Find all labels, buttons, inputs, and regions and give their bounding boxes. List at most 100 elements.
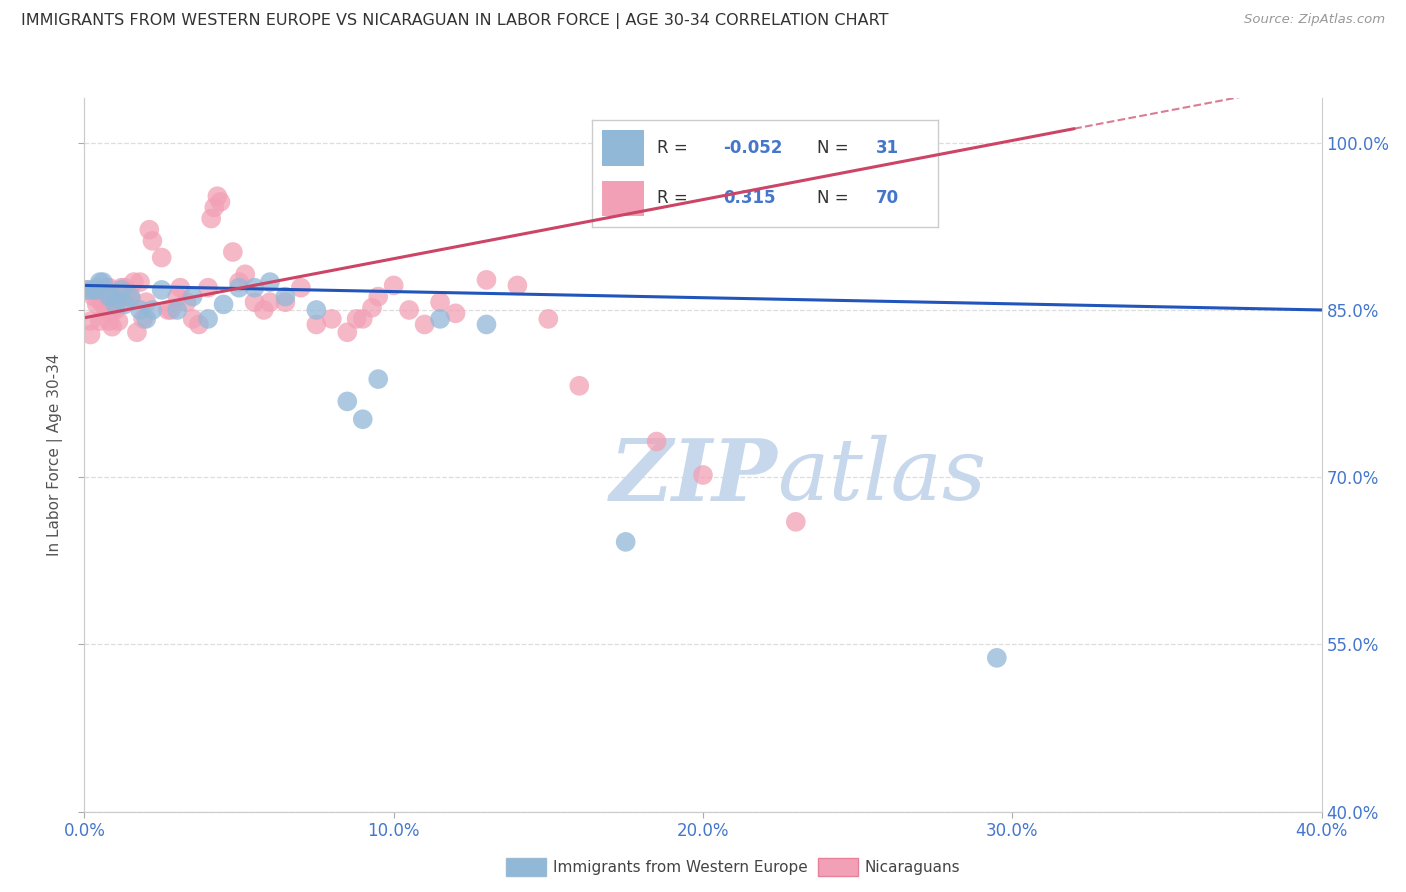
Point: [568, 378, 591, 392]
Point: [135, 312, 157, 326]
Point: [91, 289, 114, 303]
Point: [138, 223, 160, 237]
Point: [176, 295, 198, 310]
Point: [413, 318, 436, 332]
Point: [91, 275, 114, 289]
Point: [110, 281, 132, 295]
Point: [91, 296, 114, 310]
Point: [243, 295, 266, 310]
Point: [336, 394, 359, 409]
Point: [181, 289, 204, 303]
Point: [785, 515, 807, 529]
Point: [141, 234, 163, 248]
Point: [243, 281, 266, 295]
Point: [104, 297, 127, 311]
Point: [228, 281, 250, 295]
Point: [150, 283, 173, 297]
Point: [125, 326, 148, 340]
Point: [336, 326, 359, 340]
Point: [429, 295, 451, 310]
Point: [129, 275, 152, 289]
Text: atlas: atlas: [778, 435, 987, 517]
Point: [367, 289, 389, 303]
Point: [107, 314, 129, 328]
Point: [83, 289, 105, 303]
Point: [122, 275, 145, 289]
Point: [86, 283, 108, 297]
Point: [692, 468, 714, 483]
Point: [444, 306, 467, 320]
Point: [209, 194, 232, 209]
Point: [200, 211, 222, 226]
Point: [228, 275, 250, 289]
Point: [83, 283, 105, 297]
Point: [101, 319, 124, 334]
Point: [382, 278, 405, 293]
Point: [94, 303, 117, 318]
Point: [212, 297, 235, 311]
Point: [114, 281, 136, 295]
Point: [197, 312, 219, 326]
Point: [83, 283, 105, 297]
Point: [166, 289, 188, 303]
Point: [129, 303, 152, 318]
Point: [274, 289, 297, 303]
Point: [86, 297, 108, 311]
Point: [614, 534, 637, 549]
Point: [94, 281, 117, 295]
Point: [202, 201, 225, 215]
Point: [86, 281, 108, 295]
Y-axis label: In Labor Force | Age 30-34: In Labor Force | Age 30-34: [46, 353, 63, 557]
Point: [986, 651, 1008, 665]
Point: [429, 312, 451, 326]
Point: [475, 273, 498, 287]
Point: [398, 303, 420, 318]
Point: [346, 312, 368, 326]
Point: [305, 303, 328, 318]
Point: [117, 289, 139, 303]
Text: IMMIGRANTS FROM WESTERN EUROPE VS NICARAGUAN IN LABOR FORCE | AGE 30-34 CORRELAT: IMMIGRANTS FROM WESTERN EUROPE VS NICARA…: [21, 13, 889, 29]
Point: [253, 303, 276, 318]
Point: [361, 301, 384, 315]
Point: [166, 303, 188, 318]
Point: [169, 281, 191, 295]
Point: [305, 318, 328, 332]
Text: Immigrants from Western Europe: Immigrants from Western Europe: [553, 860, 807, 874]
Point: [222, 244, 245, 259]
Point: [290, 281, 312, 295]
Point: [110, 283, 132, 297]
Point: [259, 295, 281, 310]
Point: [506, 278, 529, 293]
Point: [76, 283, 98, 297]
Point: [537, 312, 560, 326]
Point: [120, 289, 142, 303]
Text: Source: ZipAtlas.com: Source: ZipAtlas.com: [1244, 13, 1385, 27]
Point: [321, 312, 343, 326]
Point: [141, 303, 163, 318]
Point: [104, 303, 127, 318]
Point: [352, 412, 374, 426]
Point: [150, 251, 173, 265]
Point: [76, 283, 98, 297]
Point: [160, 303, 183, 318]
Point: [101, 303, 124, 318]
Point: [79, 314, 101, 328]
Text: ZIP: ZIP: [609, 434, 778, 518]
Point: [89, 314, 111, 328]
Point: [233, 268, 256, 282]
Point: [475, 318, 498, 332]
Text: Nicaraguans: Nicaraguans: [865, 860, 960, 874]
Point: [98, 281, 121, 295]
Point: [135, 295, 157, 310]
Point: [120, 292, 142, 306]
Point: [114, 297, 136, 311]
Point: [197, 281, 219, 295]
Point: [98, 289, 121, 303]
Point: [207, 189, 229, 203]
Point: [156, 303, 179, 318]
Point: [79, 327, 101, 342]
Point: [274, 295, 297, 310]
Point: [352, 312, 374, 326]
Point: [89, 294, 111, 309]
Point: [181, 312, 204, 326]
